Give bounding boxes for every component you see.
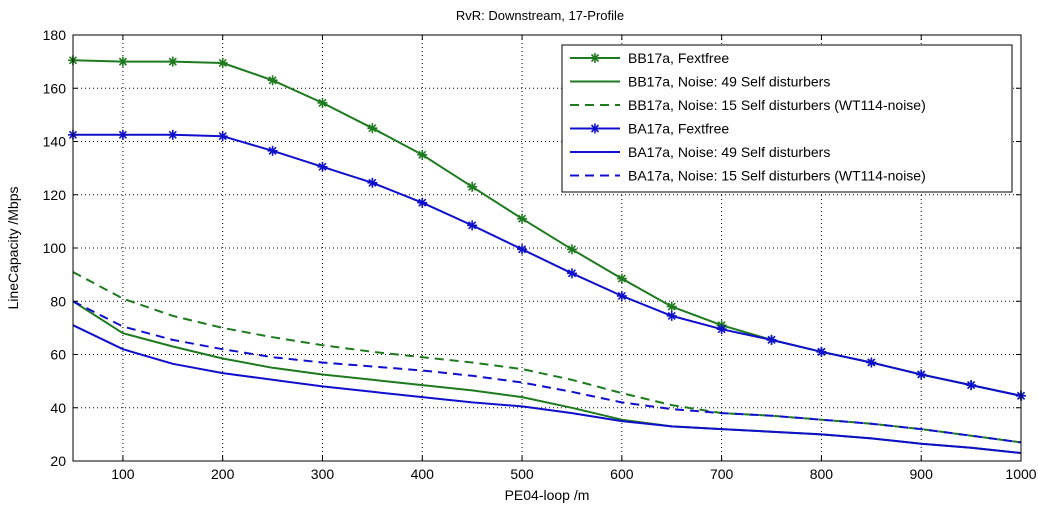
legend-label: BA17a, Fextfree: [628, 121, 729, 137]
legend-label: BB17a, Noise: 49 Self disturbers: [628, 74, 830, 90]
series-line: [72, 324, 1022, 454]
y-tick-label: 80: [50, 293, 66, 309]
data-point-marker: [566, 268, 577, 279]
legend-entry: BA17a, Fextfree: [570, 121, 729, 137]
chart-title: RvR: Downstream, 17-Profile: [456, 8, 624, 23]
legend-entry: BA17a, Noise: 15 Self disturbers (WT114-…: [570, 168, 926, 184]
y-tick-label: 40: [50, 400, 66, 416]
x-tick-label: 600: [610, 466, 634, 482]
legend-entry: BB17a, Noise: 49 Self disturbers: [570, 74, 830, 90]
data-point-marker: [167, 56, 178, 67]
data-point-marker: [417, 197, 428, 208]
data-point-marker: [467, 181, 478, 192]
x-axis-label: PE04-loop /m: [505, 487, 590, 503]
data-point-marker: [367, 177, 378, 188]
legend: BB17a, Fextfree BB17a, Noise: 49 Self dis…: [561, 44, 1013, 193]
series-line: [72, 300, 1022, 444]
data-point-marker: [616, 290, 627, 301]
data-point-marker: [417, 149, 428, 160]
data-point-marker: [217, 131, 228, 142]
series-ba17a-noise-49-self-disturbers: [72, 324, 1022, 454]
y-tick-label: 140: [43, 134, 67, 150]
data-point-marker: [117, 129, 128, 140]
axis-ticks: 100 200 300 400 500 600 700 800 900 1000 20 40 60 80 1…: [43, 27, 1037, 482]
data-point-marker: [966, 380, 977, 391]
data-point-marker: [916, 369, 927, 380]
series-bb17a-noise-15-self-disturbers-wt114-noise: [72, 271, 1022, 444]
data-point-marker: [616, 273, 627, 284]
series-ba17a-fextfree: [68, 129, 1026, 401]
data-point-marker: [816, 346, 827, 357]
series-group: [68, 55, 1026, 454]
data-point-marker: [866, 357, 877, 368]
legend-label: BA17a, Noise: 49 Self disturbers: [628, 144, 830, 160]
y-axis-label: LineCapacity /Mbps: [5, 187, 21, 310]
data-point-marker: [766, 334, 777, 345]
x-tick-label: 400: [411, 466, 435, 482]
data-point-marker: [517, 213, 528, 224]
x-tick-label: 300: [311, 466, 335, 482]
legend-entry: BB17a, Noise: 15 Self disturbers (WT114-…: [570, 97, 926, 113]
legend-label: BB17a, Fextfree: [628, 50, 729, 66]
data-point-marker: [267, 75, 278, 86]
x-tick-label: 200: [211, 466, 235, 482]
legend-box: [561, 44, 1013, 193]
data-point-marker: [317, 161, 328, 172]
data-point-marker: [716, 324, 727, 335]
data-point-marker: [666, 310, 677, 321]
data-point-marker: [666, 301, 677, 312]
legend-label: BA17a, Noise: 15 Self disturbers (WT114-…: [628, 168, 926, 184]
x-tick-label: 900: [910, 466, 934, 482]
series-ba17a-noise-15-self-disturbers-wt114-noise: [72, 300, 1022, 444]
legend-entry: BA17a, Noise: 49 Self disturbers: [570, 144, 830, 160]
data-point-marker: [317, 97, 328, 108]
x-tick-label: 100: [111, 466, 135, 482]
legend-marker: [590, 123, 600, 134]
data-point-marker: [117, 56, 128, 67]
legend-entry: BB17a, Fextfree: [570, 50, 729, 66]
y-tick-label: 20: [50, 453, 66, 469]
y-tick-label: 100: [43, 240, 67, 256]
data-point-marker: [217, 57, 228, 68]
y-tick-label: 60: [50, 347, 66, 363]
data-point-marker: [517, 244, 528, 255]
data-point-marker: [566, 244, 577, 255]
x-tick-label: 700: [710, 466, 734, 482]
data-point-marker: [167, 129, 178, 140]
y-tick-label: 160: [43, 80, 67, 96]
data-point-marker: [267, 145, 278, 156]
legend-label: BB17a, Noise: 15 Self disturbers (WT114-…: [628, 97, 926, 113]
x-tick-label: 800: [810, 466, 834, 482]
data-point-marker: [367, 123, 378, 134]
x-tick-label: 500: [510, 466, 534, 482]
legend-marker: [590, 53, 600, 63]
y-tick-label: 180: [43, 27, 67, 43]
x-tick-label: 1000: [1005, 466, 1036, 482]
y-tick-label: 120: [43, 187, 67, 203]
series-line: [72, 271, 1022, 444]
series-line: [73, 133, 1022, 397]
data-point-marker: [467, 220, 478, 231]
